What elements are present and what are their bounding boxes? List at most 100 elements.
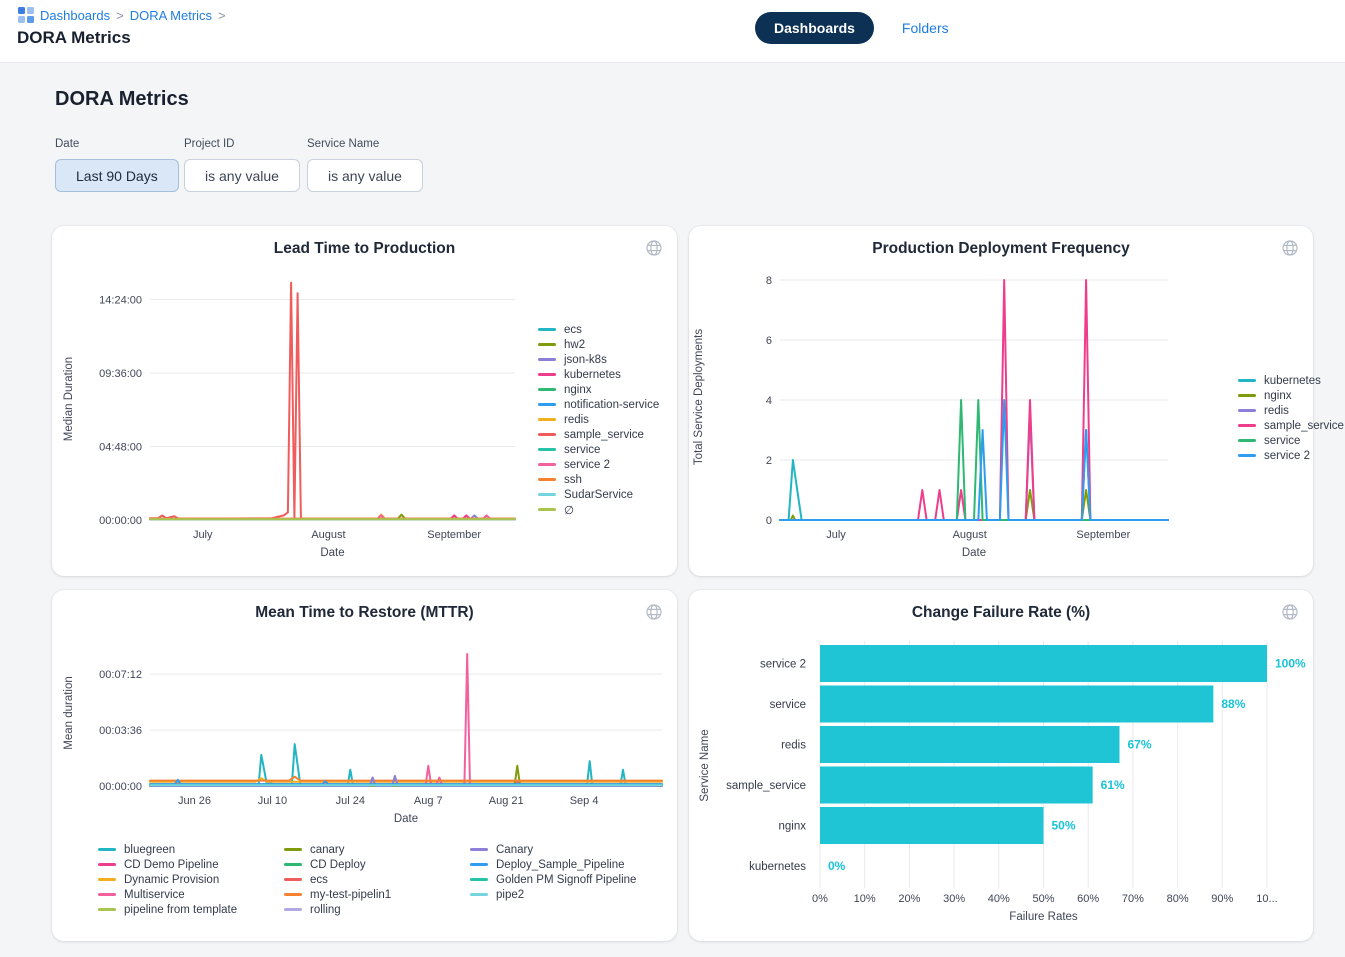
- x-axis-label: Date: [320, 547, 344, 559]
- x-tick-label: 70%: [1122, 893, 1144, 905]
- breadcrumb-separator: >: [116, 8, 124, 23]
- legend-item[interactable]: json-k8s: [538, 352, 659, 367]
- legend-swatch: [1238, 454, 1256, 457]
- legend-item[interactable]: service: [538, 442, 659, 457]
- legend-item[interactable]: Deploy_Sample_Pipeline: [470, 857, 656, 872]
- legend-item[interactable]: rolling: [284, 902, 470, 917]
- legend-item[interactable]: my-test-pipelin1: [284, 887, 470, 902]
- x-tick-label: Jul 10: [258, 795, 287, 807]
- filter-date-value-button[interactable]: Last 90 Days: [55, 159, 179, 192]
- legend-item[interactable]: kubernetes: [1238, 373, 1344, 388]
- change-failure-rate-chart[interactable]: 0%10%20%30%40%50%60%70%80%90%10...servic…: [689, 590, 1313, 941]
- bar-service 2[interactable]: [820, 645, 1267, 682]
- legend-item[interactable]: pipeline from template: [98, 902, 284, 917]
- legend-item[interactable]: ecs: [538, 322, 659, 337]
- bar-sample_service[interactable]: [820, 767, 1093, 804]
- header-tabs: Dashboards Folders: [755, 12, 949, 44]
- legend-swatch: [538, 328, 556, 331]
- dashboard-grid-icon: [18, 7, 34, 23]
- tab-folders[interactable]: Folders: [902, 20, 949, 36]
- x-tick-label: 90%: [1211, 893, 1233, 905]
- x-tick-label: 40%: [988, 893, 1010, 905]
- legend-item[interactable]: CD Demo Pipeline: [98, 857, 284, 872]
- x-tick-label: 50%: [1032, 893, 1054, 905]
- legend-item[interactable]: ∅: [538, 502, 659, 517]
- legend-label: Multiservice: [124, 889, 185, 901]
- legend-item[interactable]: Multiservice: [98, 887, 284, 902]
- dashboard-heading: DORA Metrics: [55, 88, 189, 111]
- tab-dashboards[interactable]: Dashboards: [755, 12, 874, 44]
- bar-redis[interactable]: [820, 726, 1119, 763]
- legend-item[interactable]: service: [1238, 433, 1344, 448]
- legend-item[interactable]: hw2: [538, 337, 659, 352]
- legend-label: bluegreen: [124, 844, 175, 856]
- x-axis-label: Date: [394, 813, 418, 825]
- y-tick-label: 00:07:12: [99, 669, 142, 681]
- legend-item[interactable]: canary: [284, 842, 470, 857]
- legend-item[interactable]: Golden PM Signoff Pipeline: [470, 872, 656, 887]
- breadcrumb-link-dora-metrics[interactable]: DORA Metrics: [130, 8, 212, 23]
- legend-label: pipe2: [496, 889, 524, 901]
- legend-item[interactable]: Dynamic Provision: [98, 872, 284, 887]
- y-tick-label: 2: [766, 455, 772, 467]
- y-tick-label: 8: [766, 275, 772, 287]
- legend-item[interactable]: nginx: [538, 382, 659, 397]
- bar-value-label: 50%: [1052, 819, 1076, 833]
- bar-category-label: kubernetes: [749, 861, 806, 873]
- legend-item[interactable]: pipe2: [470, 887, 656, 902]
- deployment-frequency-chart[interactable]: 02468JulyAugustSeptemberDateTotal Servic…: [689, 226, 1313, 576]
- legend-swatch: [1238, 379, 1256, 382]
- legend-label: sample_service: [564, 429, 644, 441]
- x-axis-label: Failure Rates: [1009, 911, 1078, 923]
- legend-label: service 2: [1264, 450, 1310, 462]
- dora-metrics-dashboard: Dashboards > DORA Metrics > DORA Metrics…: [0, 0, 1345, 957]
- legend-label: hw2: [564, 339, 585, 351]
- bar-category-label: nginx: [779, 821, 807, 833]
- legend-item[interactable]: notification-service: [538, 397, 659, 412]
- legend-label: my-test-pipelin1: [310, 889, 391, 901]
- legend-item[interactable]: sample_service: [1238, 418, 1344, 433]
- deployment-frequency-legend: kubernetesnginxredissample_serviceservic…: [1238, 373, 1344, 463]
- y-tick-label: 00:00:00: [99, 781, 142, 793]
- legend-label: SudarService: [564, 489, 633, 501]
- legend-label: CD Demo Pipeline: [124, 859, 219, 871]
- mttr-legend: bluegreen CD Demo PipelineDynamic Provisi…: [98, 842, 656, 917]
- legend-item[interactable]: service 2: [1238, 448, 1344, 463]
- legend-swatch: [1238, 439, 1256, 442]
- legend-label: ∅: [564, 503, 574, 517]
- legend-item[interactable]: sample_service: [538, 427, 659, 442]
- bar-value-label: 61%: [1101, 778, 1125, 792]
- legend-item[interactable]: service 2: [538, 457, 659, 472]
- x-tick-label: 0%: [812, 893, 828, 905]
- legend-item[interactable]: Canary: [470, 842, 656, 857]
- legend-swatch: [538, 433, 556, 436]
- legend-item[interactable]: redis: [538, 412, 659, 427]
- legend-column: bluegreen CD Demo PipelineDynamic Provisi…: [98, 842, 284, 917]
- legend-item[interactable]: redis: [1238, 403, 1344, 418]
- legend-item[interactable]: bluegreen: [98, 842, 284, 857]
- chart-card-change-failure-rate: Change Failure Rate (%) 0%10%20%30%40%50…: [689, 590, 1313, 941]
- chart-card-mttr: Mean Time to Restore (MTTR) 00:00:0000:0…: [52, 590, 677, 941]
- breadcrumb-link-dashboards[interactable]: Dashboards: [40, 8, 110, 23]
- legend-item[interactable]: CD Deploy: [284, 857, 470, 872]
- legend-label: service: [564, 444, 600, 456]
- x-tick-label: Jul 24: [336, 795, 365, 807]
- filter-service-name-value-button[interactable]: is any value: [307, 159, 423, 192]
- filter-project-id-value-button[interactable]: is any value: [184, 159, 300, 192]
- legend-item[interactable]: nginx: [1238, 388, 1344, 403]
- legend-swatch: [1238, 394, 1256, 397]
- x-tick-label: Sep 4: [570, 795, 599, 807]
- bar-category-label: sample_service: [726, 780, 806, 792]
- legend-item[interactable]: ecs: [284, 872, 470, 887]
- legend-label: ecs: [310, 874, 328, 886]
- bar-nginx[interactable]: [820, 807, 1044, 844]
- x-tick-label: Aug 21: [489, 795, 524, 807]
- legend-swatch: [538, 373, 556, 376]
- legend-swatch: [470, 878, 488, 881]
- bar-service[interactable]: [820, 686, 1213, 723]
- legend-swatch: [284, 893, 302, 896]
- legend-item[interactable]: ssh: [538, 472, 659, 487]
- legend-item[interactable]: kubernetes: [538, 367, 659, 382]
- y-axis-label: Median Duration: [63, 357, 75, 441]
- legend-item[interactable]: SudarService: [538, 487, 659, 502]
